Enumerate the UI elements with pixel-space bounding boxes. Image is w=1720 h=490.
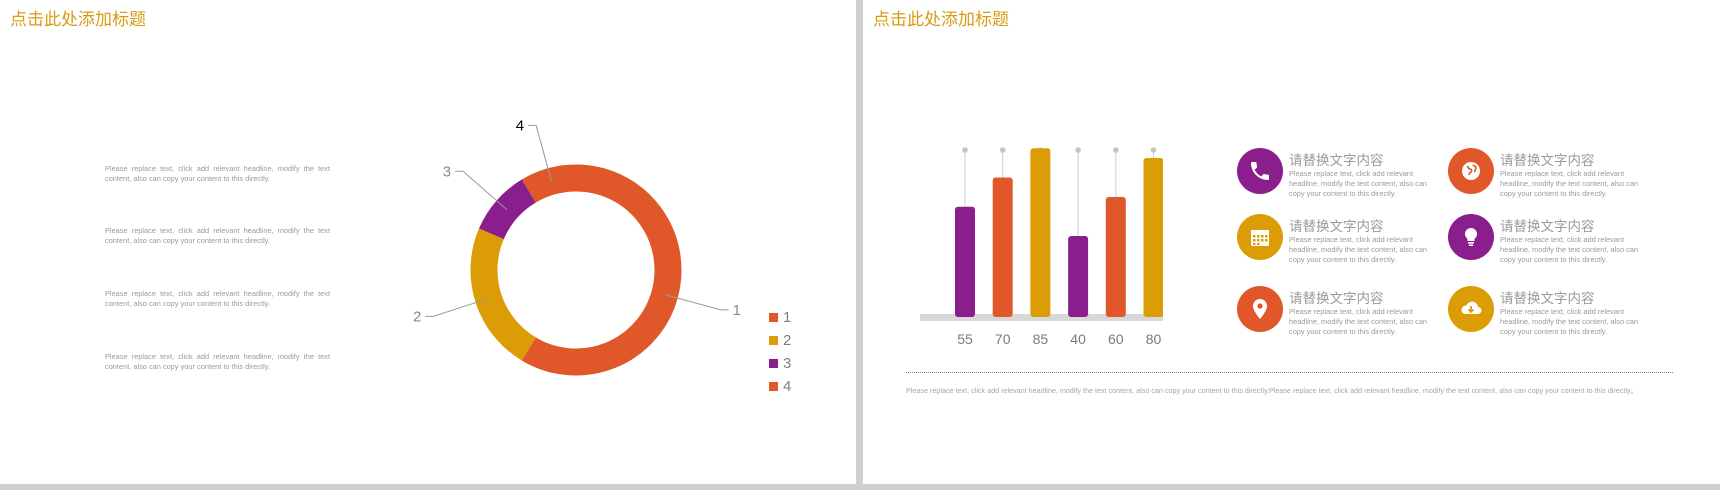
feature-item: 请替换文字内容 Please replace text, click add re… [1448, 148, 1648, 204]
bar-80 [1143, 158, 1163, 317]
donut-slice-4 [521, 164, 577, 203]
bar-55 [955, 206, 975, 317]
legend-item-2: 2 [769, 329, 791, 352]
chart-legend: 1 2 3 4 [769, 306, 791, 398]
slide-left: 点击此处添加标题 Please replace text, click add … [0, 0, 856, 484]
chart-baseline [920, 314, 1163, 321]
leader-line [664, 293, 729, 311]
bar-pin-dot [1113, 147, 1119, 153]
donut-chart: 1 2 3 4 [413, 117, 741, 376]
legend-label: 1 [783, 309, 792, 326]
globe-icon [1448, 148, 1494, 194]
feature-title[interactable]: 请替换文字内容 [1500, 291, 1595, 307]
bar-70 [992, 177, 1013, 317]
bar-pin-dot [1075, 147, 1081, 153]
feature-description[interactable]: Please replace text, click add relevant … [1289, 169, 1428, 198]
leader-line [455, 170, 508, 210]
feature-item: 请替换文字内容 Please replace text, click add re… [1448, 214, 1648, 270]
bar-pin-dot [999, 147, 1006, 153]
donut-slice-2 [470, 228, 537, 361]
footnote-text[interactable]: Please replace text, click add relevant … [906, 386, 1638, 395]
leader-line [425, 297, 489, 317]
text-block-1[interactable]: Please replace text, click add relevant … [105, 164, 330, 183]
legend-swatch [769, 359, 778, 368]
feature-description[interactable]: Please replace text, click add relevant … [1289, 235, 1428, 264]
feature-title[interactable]: 请替换文字内容 [1500, 153, 1595, 169]
text-block-2[interactable]: Please replace text, click add relevant … [105, 226, 330, 245]
leader-line [528, 124, 553, 182]
legend-swatch [769, 336, 778, 345]
calendar-icon [1237, 214, 1283, 260]
donut-slice-1 [521, 164, 682, 376]
cloud-download-icon [1448, 286, 1494, 332]
feature-description[interactable]: Please replace text, click add relevant … [1289, 307, 1428, 336]
bar-value-label: 70 [995, 331, 1011, 347]
slice-label: 1 [733, 302, 741, 319]
legend-swatch [769, 313, 778, 322]
lightbulb-icon [1448, 214, 1494, 260]
feature-title[interactable]: 请替换文字内容 [1289, 291, 1384, 307]
legend-item-3: 3 [769, 352, 791, 375]
slice-label: 2 [413, 308, 421, 325]
feature-item: 请替换文字内容 Please replace text, click add re… [1237, 286, 1437, 342]
slide-title[interactable]: 点击此处添加标题 [10, 10, 146, 30]
feature-description[interactable]: Please replace text, click add relevant … [1500, 235, 1639, 264]
bar-85 [1030, 148, 1051, 317]
legend-label: 3 [783, 355, 792, 372]
feature-title[interactable]: 请替换文字内容 [1289, 219, 1384, 235]
location-pin-icon [1237, 286, 1283, 332]
feature-title[interactable]: 请替换文字内容 [1289, 153, 1384, 169]
text-block-4[interactable]: Please replace text, click add relevant … [105, 352, 330, 371]
bar-value-label: 85 [1033, 331, 1049, 347]
legend-label: 4 [783, 378, 792, 395]
feature-description[interactable]: Please replace text, click add relevant … [1500, 307, 1639, 336]
bar-value-label: 80 [1146, 331, 1162, 347]
bar-value-label: 60 [1108, 331, 1124, 347]
bar-value-label: 55 [957, 331, 973, 347]
dotted-divider [906, 372, 1673, 373]
legend-item-1: 1 [769, 306, 791, 329]
legend-label: 2 [783, 332, 792, 349]
slice-label: 3 [443, 163, 451, 180]
donut-slice-3 [478, 179, 537, 240]
bar-pin-dot [962, 147, 968, 153]
bar-pin-dot [1150, 147, 1157, 153]
legend-swatch [769, 382, 778, 391]
slice-label: 4 [516, 117, 524, 134]
feature-item: 请替换文字内容 Please replace text, click add re… [1237, 214, 1437, 270]
bar-60 [1105, 197, 1126, 317]
slide-title[interactable]: 点击此处添加标题 [873, 10, 1009, 30]
feature-item: 请替换文字内容 Please replace text, click add re… [1448, 286, 1648, 342]
bar-value-label: 40 [1070, 331, 1086, 347]
legend-item-4: 4 [769, 375, 791, 398]
feature-item: 请替换文字内容 Please replace text, click add re… [1237, 148, 1437, 204]
slide-right: 点击此处添加标题 55 70 85 40 60 80 请替换文字内容 Please repl… [863, 0, 1720, 484]
bar-chart: 55 70 85 40 60 80 [920, 147, 1163, 347]
phone-icon [1237, 148, 1283, 194]
text-block-3[interactable]: Please replace text, click add relevant … [105, 289, 330, 308]
feature-title[interactable]: 请替换文字内容 [1500, 219, 1595, 235]
feature-description[interactable]: Please replace text, click add relevant … [1500, 169, 1639, 198]
bar-40 [1068, 236, 1089, 317]
